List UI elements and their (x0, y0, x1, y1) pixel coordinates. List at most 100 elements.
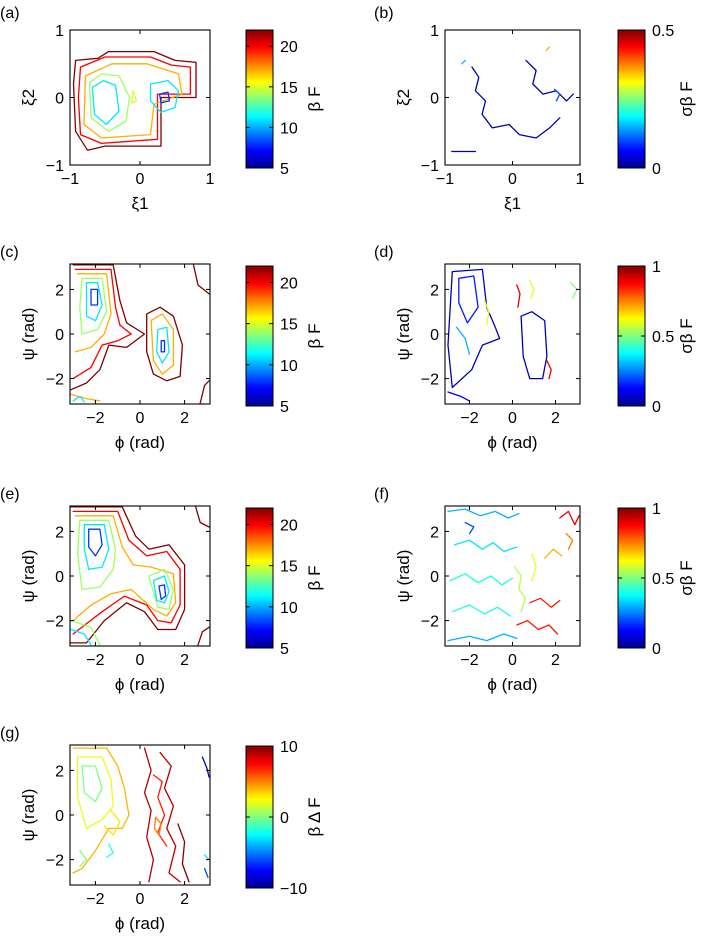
x-tick-label: 1 (206, 171, 215, 188)
contour-group (451, 46, 574, 153)
x-tick-label: 2 (551, 652, 560, 669)
contour-line (77, 56, 192, 145)
y-tick-label: 2 (430, 524, 439, 541)
contour-line (72, 510, 181, 635)
contour-line (203, 867, 209, 879)
colorbar (245, 507, 274, 649)
contour-line (553, 88, 561, 102)
contour-line (453, 539, 518, 553)
contour-group (447, 268, 578, 402)
y-tick-label: 1 (430, 23, 439, 40)
panel-b: (b) −1 0 1 −1 0 1 ξ1 ξ2 0 0.5 σβ F (374, 5, 696, 213)
x-tick-label: −2 (460, 652, 478, 669)
y-tick-label: −2 (421, 614, 439, 631)
contour-line (143, 747, 155, 883)
x-tick-label: 1 (576, 171, 585, 188)
y-axis-label: ξ2 (19, 89, 38, 106)
y-tick-label: 2 (430, 282, 439, 299)
contour-line (79, 850, 88, 867)
contour-line (545, 46, 551, 51)
colorbar (617, 265, 646, 407)
colorbar (245, 29, 274, 169)
x-axis-label: ξ1 (504, 194, 521, 213)
colorbar-tick-label: 1 (652, 259, 661, 276)
contour-line (88, 73, 131, 132)
contour-line (529, 279, 535, 299)
y-tick-label: 2 (55, 763, 64, 780)
y-tick-label: 2 (55, 524, 64, 541)
contour-line (150, 313, 175, 375)
colorbar (245, 265, 274, 407)
x-tick-label: −2 (86, 410, 104, 427)
y-tick-label: 0 (55, 808, 64, 825)
colorbar-tick-label: 0.5 (652, 329, 674, 346)
x-tick-label: 2 (180, 652, 189, 669)
panel-f: (f) −2 0 2 −2 0 2 ϕ (rad) ψ (rad) 0 0.5 1 σβ F (374, 486, 696, 694)
y-tick-label: −2 (421, 372, 439, 389)
colorbar-label: β Δ F (305, 797, 324, 836)
x-tick-label: 2 (180, 891, 189, 908)
x-tick-label: −1 (61, 171, 79, 188)
contour-line (177, 823, 190, 883)
contour-line (544, 548, 563, 559)
contour-line (447, 391, 471, 402)
y-tick-label: −1 (421, 158, 439, 175)
y-tick-label: −2 (46, 614, 64, 631)
plot-frame (69, 505, 211, 647)
x-axis-label: ϕ (rad) (115, 675, 165, 694)
y-axis-label: ξ2 (394, 89, 413, 106)
contour-line (72, 515, 177, 622)
contour-line (105, 843, 114, 859)
contour-line (85, 282, 103, 322)
colorbar-tick-label: 1 (652, 501, 661, 518)
contour-line (83, 524, 110, 570)
colorbar-label: β F (305, 324, 324, 349)
colorbar-tick-label: 10 (280, 358, 298, 375)
y-tick-label: 1 (55, 23, 64, 40)
contour-line (520, 311, 548, 380)
y-tick-label: 2 (55, 282, 64, 299)
x-axis-label: ϕ (rad) (487, 433, 537, 452)
contour-line (447, 268, 501, 389)
panel-a: (a) −1 0 1 −1 0 1 ξ1 ξ2 5 10 15 20 β F (0, 5, 324, 213)
contour-line (513, 566, 527, 613)
contour-line (471, 66, 561, 139)
contour-line (449, 573, 514, 586)
colorbar-tick-label: 0.5 (652, 23, 674, 40)
plot-frame (444, 263, 581, 405)
contour-group (447, 508, 580, 642)
panel-label: (b) (374, 5, 394, 22)
contour-line (447, 633, 518, 642)
y-axis-label: ψ (rad) (394, 308, 413, 361)
contour-line (91, 79, 120, 126)
panel-label: (c) (0, 244, 19, 261)
contour-line (74, 273, 112, 353)
y-tick-label: 0 (55, 91, 64, 108)
colorbar-tick-label: 20 (280, 275, 298, 292)
y-axis-label: ψ (rad) (394, 550, 413, 603)
colorbar (617, 29, 646, 169)
x-tick-label: −2 (460, 410, 478, 427)
contour-line (197, 626, 210, 646)
colorbar-tick-label: 5 (280, 399, 289, 416)
contour-line (88, 528, 103, 557)
contour-line (149, 79, 180, 113)
contour-line (159, 751, 181, 883)
colorbar-tick-label: 15 (280, 559, 298, 576)
y-axis-label: ψ (rad) (19, 308, 38, 361)
contour-line (146, 306, 184, 382)
contour-line (529, 597, 561, 608)
colorbar-tick-label: 5 (280, 161, 289, 178)
contour-line (83, 63, 183, 139)
contour-line (76, 756, 114, 830)
plot-frame (69, 263, 211, 405)
contour-line (195, 506, 210, 528)
contour-line (192, 264, 210, 295)
contour-line (76, 519, 117, 591)
colorbar-tick-label: 10 (280, 600, 298, 617)
x-axis-label: ϕ (rad) (487, 675, 537, 694)
x-axis-label: ϕ (rad) (115, 433, 165, 452)
contour-line (569, 282, 578, 299)
contour-line (130, 90, 138, 104)
